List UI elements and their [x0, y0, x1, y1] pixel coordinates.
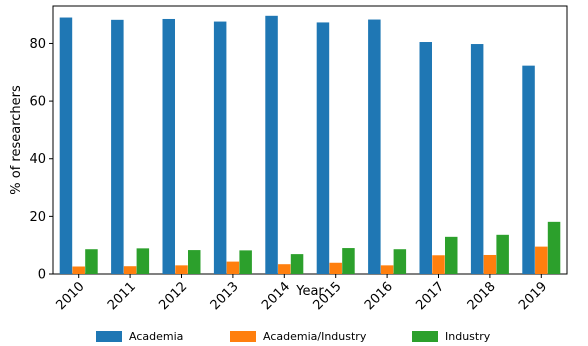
bar-academia-2010 [59, 17, 73, 275]
bar-academia-industry-2010 [72, 266, 85, 274]
bar-industry-2010 [85, 249, 98, 274]
bar-academia-2012 [162, 18, 175, 274]
bar-industry-2014 [290, 254, 304, 274]
legend-swatch-academia [96, 331, 122, 342]
x-tick-label: 2014 [259, 279, 293, 313]
x-axis-label: Year [295, 284, 324, 299]
legend-label-academia-industry: Academia/Industry [263, 330, 367, 343]
bar-academia-2013 [213, 21, 227, 275]
bar-academia-2018 [470, 44, 484, 274]
x-tick-label: 2017 [413, 279, 447, 313]
bar-industry-2019 [547, 221, 561, 274]
bar-industry-2016 [393, 249, 407, 274]
bar-industry-2013 [239, 250, 252, 274]
bar-academia-2011 [111, 19, 124, 274]
legend: Academia Academia/Industry Industry [96, 330, 491, 343]
bar-academia-2017 [419, 42, 432, 274]
y-tick-label: 0 [38, 268, 46, 283]
y-tick-label: 40 [29, 152, 46, 167]
legend-label-industry: Industry [445, 330, 491, 343]
legend-label-academia: Academia [129, 330, 183, 343]
y-tick-label: 20 [29, 210, 46, 225]
bar-academia-industry-2016 [380, 265, 394, 274]
bar-academia-industry-2014 [278, 264, 291, 274]
y-tick-label: 80 [29, 37, 46, 52]
y-tick-label: 60 [29, 95, 46, 110]
x-tick-label: 2016 [362, 279, 396, 313]
bar-industry-2011 [136, 248, 150, 274]
bar-academia-industry-2017 [432, 255, 445, 274]
x-tick-label: 2018 [465, 279, 499, 313]
bar-industry-2012 [188, 250, 201, 274]
bar-academia-2019 [522, 65, 535, 275]
bar-industry-2017 [445, 236, 458, 274]
bar-academia-industry-2011 [123, 266, 137, 274]
y-axis-label: % of researchers [9, 85, 24, 195]
bar-academia-2015 [316, 22, 330, 275]
plot-frame [52, 5, 568, 275]
bar-academia-industry-2015 [329, 262, 342, 274]
legend-swatch-academia-industry [230, 331, 256, 342]
x-tick-label: 2010 [54, 279, 88, 313]
bar-academia-2014 [265, 15, 278, 275]
y-axis-ticks: 0 20 40 60 80 [29, 37, 53, 283]
bar-academia-industry-2019 [535, 246, 548, 274]
x-tick-label: 2011 [105, 279, 139, 313]
x-tick-label: 2012 [156, 279, 190, 313]
bar-industry-2015 [342, 248, 355, 274]
bar-academia-industry-2013 [226, 261, 240, 274]
bar-academia-industry-2012 [175, 265, 188, 274]
bar-academia-industry-2018 [483, 254, 497, 274]
bars [59, 15, 561, 275]
legend-swatch-industry [412, 331, 438, 342]
plot-area [52, 5, 568, 275]
bar-industry-2018 [496, 234, 509, 274]
x-tick-label: 2013 [208, 279, 242, 313]
bar-academia-2016 [368, 19, 381, 274]
x-tick-label: 2019 [516, 279, 550, 313]
